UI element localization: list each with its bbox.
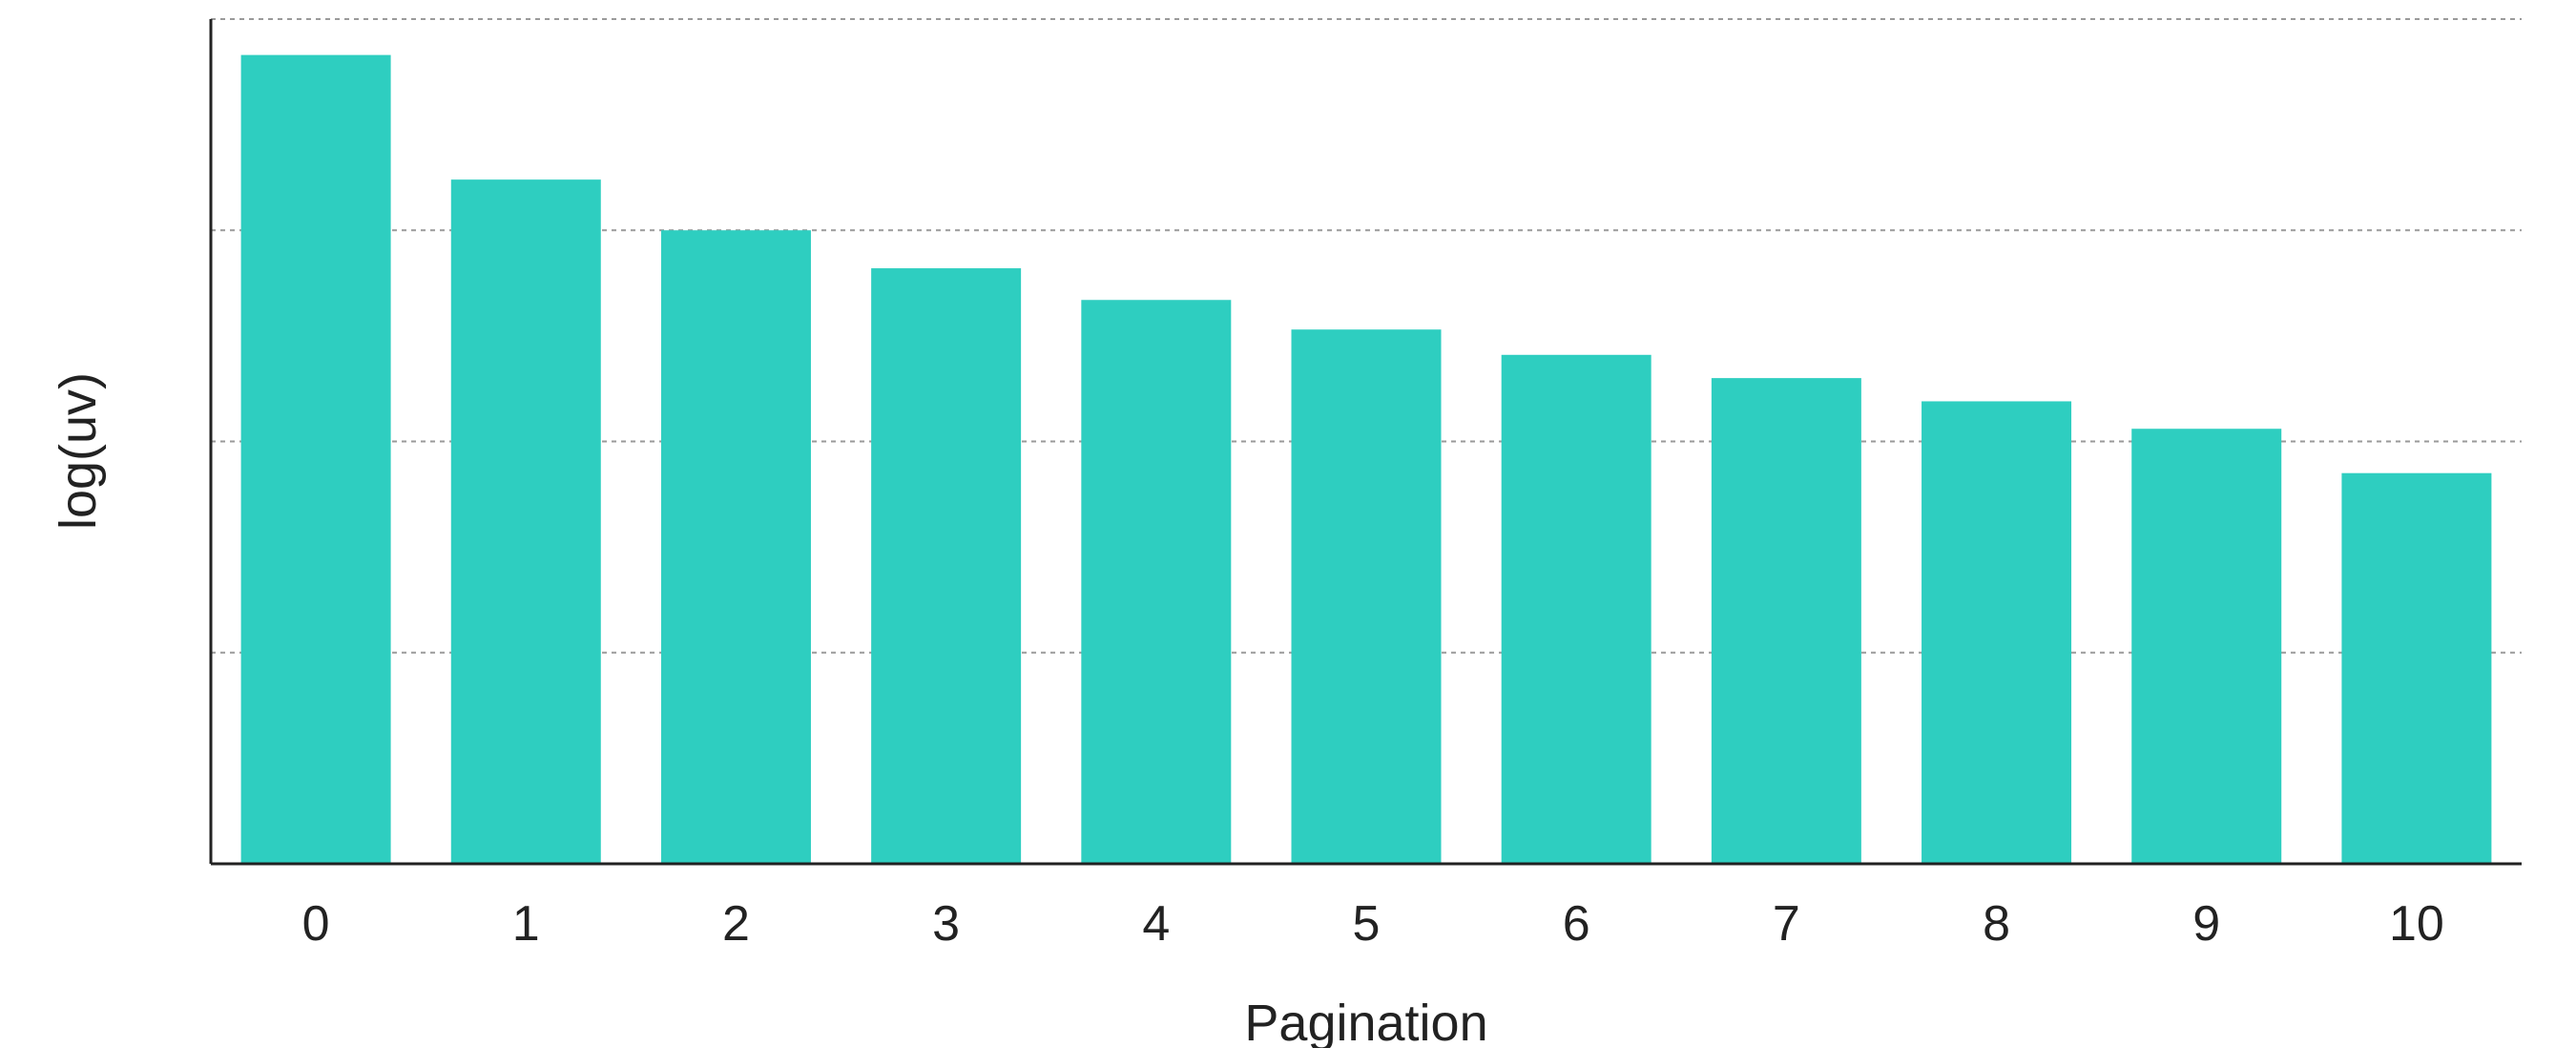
x-tick-label: 5 xyxy=(1353,896,1381,952)
bar-7 xyxy=(1711,378,1861,864)
x-tick-labels: 0 1 2 3 4 5 6 7 8 9 10 xyxy=(302,896,2444,952)
x-tick-label: 6 xyxy=(1563,896,1590,952)
axes xyxy=(209,19,2522,866)
x-tick-label: 2 xyxy=(722,896,750,952)
x-tick-label: 3 xyxy=(932,896,960,952)
bars xyxy=(240,54,2492,865)
x-tick-label: 1 xyxy=(512,896,540,952)
x-tick-label: 4 xyxy=(1142,896,1170,952)
bar-5 xyxy=(1291,329,1442,864)
bar-3 xyxy=(871,268,1022,864)
bar-2 xyxy=(660,230,811,864)
bar-9 xyxy=(2131,429,2282,864)
x-tick-label: 0 xyxy=(302,896,330,952)
bar-1 xyxy=(450,179,601,864)
bar-4 xyxy=(1081,300,1232,864)
bar-10 xyxy=(2341,472,2492,864)
x-tick-label: 10 xyxy=(2389,896,2444,952)
bar-8 xyxy=(1922,401,2072,864)
bar-0 xyxy=(240,54,391,865)
bar-6 xyxy=(1501,354,1652,865)
x-tick-label: 9 xyxy=(2192,896,2220,952)
x-tick-label: 8 xyxy=(1983,896,2010,952)
x-tick-label: 7 xyxy=(1773,896,1800,952)
x-axis-title: Pagination xyxy=(1244,995,1487,1048)
y-axis-title: log(uv) xyxy=(50,372,107,530)
